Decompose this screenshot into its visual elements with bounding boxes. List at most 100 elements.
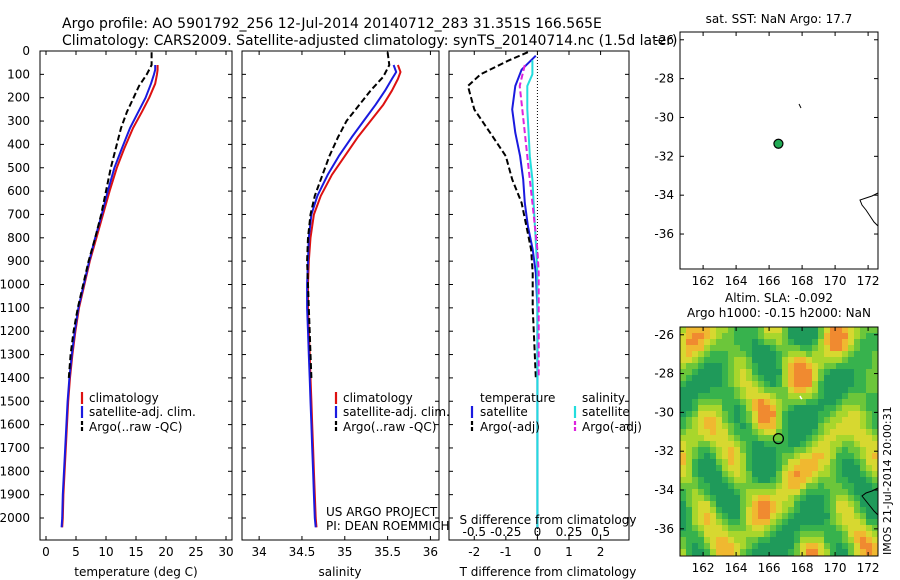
sla-cell	[710, 489, 716, 495]
sla-cell	[800, 489, 806, 495]
sla-cell	[680, 483, 686, 489]
sla-cell	[794, 507, 800, 513]
sla-cell	[866, 477, 872, 483]
sla-cell	[818, 477, 824, 483]
sla-cell	[698, 405, 704, 411]
sla-cell	[686, 435, 692, 441]
sla-cell	[854, 333, 860, 339]
sla-cell	[752, 369, 758, 375]
legend-s-argo-label: Argo(-adj)	[582, 420, 642, 434]
sla-cell	[722, 345, 728, 351]
sla-cell	[848, 465, 854, 471]
sla-cell	[872, 543, 878, 549]
sla-cell	[836, 333, 842, 339]
sla-cell	[848, 375, 854, 381]
sla-cell	[776, 375, 782, 381]
sla-cell	[830, 369, 836, 375]
sla-cell	[848, 477, 854, 483]
sla-cell	[800, 381, 806, 387]
sla-cell	[812, 387, 818, 393]
sea-level-anomaly-field	[680, 327, 878, 556]
lon-tick-label: 170	[824, 274, 847, 288]
sla-cell	[842, 375, 848, 381]
sla-cell	[830, 351, 836, 357]
sla-cell	[722, 549, 728, 555]
sla-cell	[686, 531, 692, 537]
sla-cell	[740, 531, 746, 537]
sla-cell	[800, 549, 806, 555]
sla-cell	[818, 495, 824, 501]
sla-cell	[758, 501, 764, 507]
sla-cell	[812, 393, 818, 399]
lat-tick-label: -26	[654, 33, 674, 47]
sla-cell	[752, 441, 758, 447]
sla-cell	[794, 399, 800, 405]
sla-cell	[794, 465, 800, 471]
sla-cell	[848, 429, 854, 435]
sla-cell	[698, 411, 704, 417]
sla-cell	[770, 489, 776, 495]
sla-cell	[824, 537, 830, 543]
sla-cell	[770, 375, 776, 381]
sla-cell	[794, 339, 800, 345]
x-tick-label: 10	[98, 545, 113, 559]
sla-cell	[854, 525, 860, 531]
sla-cell	[686, 489, 692, 495]
sla-cell	[836, 399, 842, 405]
sla-cell	[728, 531, 734, 537]
sla-cell	[836, 363, 842, 369]
legend-argo-label: Argo(..raw -QC)	[343, 420, 436, 434]
x-tick-label: 15	[128, 545, 143, 559]
sla-cell	[764, 369, 770, 375]
sla-cell	[722, 411, 728, 417]
sla-cell	[722, 387, 728, 393]
sla-cell	[806, 357, 812, 363]
sla-cell	[776, 453, 782, 459]
sla-cell	[794, 531, 800, 537]
sla-cell	[746, 531, 752, 537]
sla-cell	[764, 417, 770, 423]
sla-cell	[836, 507, 842, 513]
sla-cell	[758, 513, 764, 519]
sla-cell	[848, 549, 854, 555]
difference-profiles	[466, 51, 540, 528]
sla-cell	[764, 339, 770, 345]
sla-cell	[692, 339, 698, 345]
sla-cell	[752, 501, 758, 507]
sla-cell	[704, 531, 710, 537]
sla-cell	[830, 399, 836, 405]
sla-cell	[728, 429, 734, 435]
sla-cell	[770, 471, 776, 477]
sla-cell	[704, 399, 710, 405]
sla-cell	[680, 393, 686, 399]
sla-cell	[710, 549, 716, 555]
sla-cell	[722, 477, 728, 483]
sla-cell	[770, 363, 776, 369]
sla-cell	[746, 423, 752, 429]
sla-cell	[794, 363, 800, 369]
sla-cell	[686, 549, 692, 555]
sla-cell	[752, 459, 758, 465]
map1-title: sat. SST: NaN Argo: 17.7	[706, 12, 853, 26]
sla-cell	[818, 453, 824, 459]
sla-cell	[716, 513, 722, 519]
sla-cell	[854, 393, 860, 399]
sla-cell	[836, 519, 842, 525]
sla-cell	[728, 435, 734, 441]
sla-cell	[722, 525, 728, 531]
sla-cell	[770, 357, 776, 363]
lat-tick-label: -32	[654, 149, 674, 163]
sla-cell	[692, 417, 698, 423]
sla-cell	[812, 399, 818, 405]
sla-cell	[698, 363, 704, 369]
sla-cell	[752, 393, 758, 399]
sla-cell	[860, 447, 866, 453]
sla-cell	[800, 513, 806, 519]
sla-cell	[680, 411, 686, 417]
title-line-1: Argo profile: AO 5901792_256 12-Jul-2014…	[62, 16, 602, 32]
sla-cell	[680, 531, 686, 537]
sla-cell	[746, 465, 752, 471]
sla-cell	[746, 369, 752, 375]
sla-cell	[722, 501, 728, 507]
sla-cell	[776, 351, 782, 357]
